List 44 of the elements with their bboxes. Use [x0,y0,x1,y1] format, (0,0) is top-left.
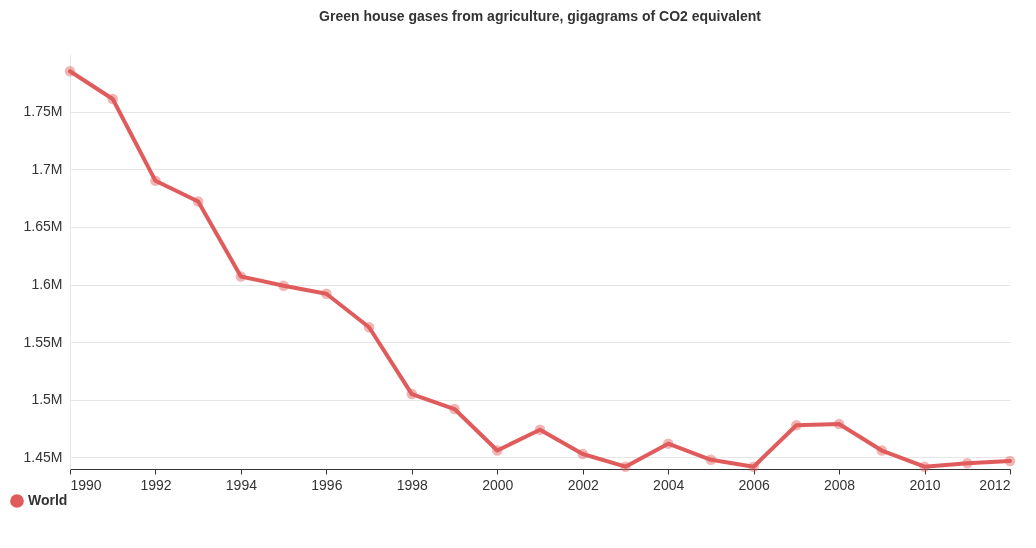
x-tick-label: 1990 [70,476,102,493]
x-tick-label: 1994 [225,476,258,493]
x-tick-label: 2010 [909,476,941,493]
y-tick-label: 1.6M [31,276,63,293]
point [1004,455,1016,467]
point [449,403,460,415]
x-tick-label: 1992 [140,476,172,493]
point [748,461,759,472]
point [534,424,546,436]
point [577,448,588,460]
point [406,388,418,400]
x-tick-label: 2004 [653,476,685,493]
y-tick-label: 1.5M [31,391,63,408]
point [833,418,845,430]
x-tick-label: 2006 [738,476,770,493]
point [876,445,888,456]
point [150,175,161,187]
x-tick-label: 1998 [396,476,429,493]
point [919,461,930,472]
x-tick-label: 1996 [311,476,343,493]
point [235,271,247,282]
point [492,445,503,456]
point [962,458,973,469]
x-tick-label: 2000 [482,476,514,493]
point [321,288,332,300]
x-tick-label: 2002 [567,476,600,493]
point [107,93,118,105]
y-tick-label: 1.55M [23,333,63,350]
y-tick-label: 1.65M [23,218,63,235]
y-tick-label: 1.7M [31,160,63,177]
point [278,280,289,291]
point [192,196,204,207]
x-tick-label: 2008 [824,476,856,493]
point [620,461,631,472]
y-tick-label: 1.45M [23,448,63,465]
chart-title: Green house gases from agriculture, gigagrams of CO2 equivalent [319,8,762,24]
point [363,321,375,333]
legend-label: World [28,492,68,508]
point [705,454,717,466]
x-tick-label: 2012 [979,476,1011,493]
point [662,438,674,449]
y-tick-label: 1.75M [23,103,63,120]
point [64,66,76,77]
point [791,419,802,431]
